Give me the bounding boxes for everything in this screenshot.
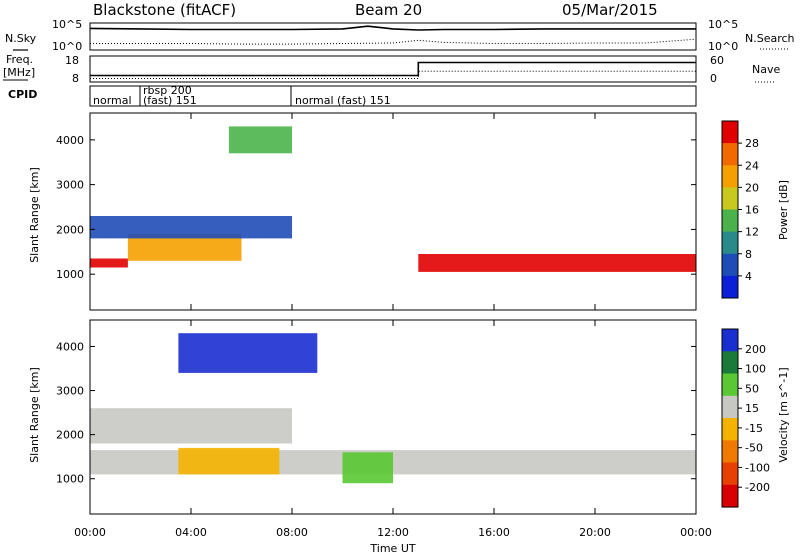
noise-left-tick-bottom: 10^0 — [52, 40, 82, 53]
echo-band-1 — [90, 408, 292, 444]
nsearch-series-line — [90, 38, 697, 45]
cpid-label-normal: normal — [93, 94, 132, 107]
nave-series-line — [90, 70, 696, 79]
velocity-colorbar-swatch — [722, 462, 738, 486]
velocity-colorbar-swatch — [722, 418, 738, 441]
power-colorbar-tick-label: 8 — [745, 248, 752, 261]
noise-right-tick-top: 10^5 — [708, 18, 738, 31]
velocity-colorbar-swatch — [722, 440, 738, 464]
velocity-y-axis: 1000 2000 3000 4000 — [56, 340, 696, 486]
power-colorbar-swatch — [722, 253, 738, 277]
power-y-axis-label: Slant Range [km] — [28, 167, 41, 263]
velocity-colorbar-tick-label: 200 — [745, 343, 766, 356]
power-colorbar-swatch — [722, 165, 738, 188]
y-tick-label: 2000 — [56, 223, 84, 236]
freq-label-line1: Freq. — [6, 53, 33, 66]
velocity-colorbar-swatch — [722, 395, 738, 419]
power-colorbar-ticks: 28 24 20 16 12 8 4 — [738, 137, 759, 283]
power-heatmap — [90, 126, 697, 272]
echo-band-4 — [178, 333, 318, 373]
power-colorbar-label: Power [dB] — [777, 180, 790, 240]
x-tick-label: 08:00 — [276, 526, 308, 539]
x-tick-label: 04:00 — [175, 526, 207, 539]
echo-band-4 — [228, 126, 292, 154]
cpid-label-fast: (fast) 151 — [143, 94, 197, 107]
y-tick-label: 1000 — [56, 473, 84, 486]
nsearch-label: N.Search — [745, 32, 795, 45]
beam-title: Beam 20 — [355, 1, 422, 19]
x-tick-label: 20:00 — [579, 526, 611, 539]
noise-panel-frame — [89, 22, 697, 51]
power-panel-frame — [89, 112, 697, 311]
power-colorbar-swatch — [722, 143, 738, 166]
y-tick-label: 3000 — [56, 179, 84, 192]
x-tick-label: 16:00 — [478, 526, 510, 539]
power-colorbar-swatch — [722, 209, 738, 233]
velocity-colorbar-tick-label: 100 — [745, 363, 766, 376]
cpid-label-rbsp: rbsp 200 — [143, 84, 192, 97]
x-tick-label: 12:00 — [377, 526, 409, 539]
nsky-series-line — [89, 25, 696, 31]
velocity-colorbar-swatch — [722, 484, 738, 508]
power-colorbar-tick-label: 16 — [745, 204, 759, 217]
y-tick-label: 4000 — [56, 340, 84, 353]
velocity-heatmap — [90, 333, 696, 484]
echo-band-2 — [418, 254, 697, 272]
velocity-colorbar-ticks: 200 100 50 15 -15 -50 -100 -200 — [738, 343, 770, 494]
power-colorbar-swatch — [722, 275, 738, 299]
cpid-label: CPID — [8, 88, 37, 101]
power-colorbar — [722, 121, 738, 299]
velocity-colorbar-swatch — [722, 373, 738, 397]
power-colorbar-swatch — [722, 231, 738, 255]
velocity-colorbar-label: Velocity [m s^-1] — [777, 367, 790, 462]
y-tick-label: 1000 — [56, 268, 84, 281]
time-x-axis: 00:00 04:00 08:00 12:00 16:00 20:00 00:00 — [74, 113, 712, 539]
freq-series-line — [90, 61, 696, 77]
velocity-colorbar-swatch — [722, 329, 738, 352]
power-colorbar-tick-label: 12 — [745, 226, 759, 239]
power-colorbar-tick-label: 4 — [745, 270, 752, 283]
noise-left-tick-top: 10^5 — [52, 18, 82, 31]
echo-band-3 — [90, 216, 292, 239]
freq-right-tick-bottom: 0 — [710, 72, 717, 85]
y-tick-label: 3000 — [56, 385, 84, 398]
echo-band-2 — [178, 447, 280, 475]
freq-left-tick-bottom: 8 — [72, 72, 79, 85]
power-colorbar-swatch — [722, 121, 738, 144]
date-title: 05/Mar/2015 — [562, 1, 658, 19]
echo-band-0 — [90, 258, 128, 268]
cpid-label-normal-fast: normal (fast) 151 — [295, 94, 391, 107]
velocity-colorbar-tick-label: -15 — [745, 422, 763, 435]
echo-band-3 — [342, 452, 393, 484]
velocity-colorbar-tick-label: -200 — [745, 481, 770, 494]
power-y-axis: 1000 2000 3000 4000 — [56, 134, 696, 281]
velocity-colorbar-frame — [721, 328, 739, 508]
power-colorbar-swatch — [722, 187, 738, 210]
freq-label-line2: [MHz] — [3, 66, 35, 79]
station-title: Blackstone (fitACF) — [93, 1, 236, 19]
x-axis-label: Time UT — [369, 542, 415, 554]
x-tick-label: 00:00 — [680, 526, 712, 539]
velocity-colorbar-tick-label: 15 — [745, 402, 759, 415]
velocity-y-axis-label: Slant Range [km] — [28, 367, 41, 463]
velocity-colorbar-tick-label: -50 — [745, 442, 763, 455]
noise-right-tick-bottom: 10^0 — [708, 40, 738, 53]
velocity-colorbar-swatch — [722, 351, 738, 375]
power-colorbar-tick-label: 20 — [745, 181, 759, 194]
power-colorbar-tick-label: 24 — [745, 159, 759, 172]
power-colorbar-tick-label: 28 — [745, 137, 759, 150]
freq-left-tick-top: 18 — [65, 54, 79, 67]
velocity-colorbar-tick-label: -100 — [745, 461, 770, 474]
nsky-label: N.Sky — [5, 32, 37, 45]
x-tick-label: 00:00 — [74, 526, 106, 539]
freq-right-tick-top: 60 — [710, 54, 724, 67]
velocity-colorbar-tick-label: 50 — [745, 382, 759, 395]
freq-panel-frame — [89, 55, 697, 83]
nave-label: Nave — [752, 63, 780, 76]
y-tick-label: 2000 — [56, 429, 84, 442]
velocity-colorbar — [722, 329, 738, 508]
y-tick-label: 4000 — [56, 134, 84, 147]
